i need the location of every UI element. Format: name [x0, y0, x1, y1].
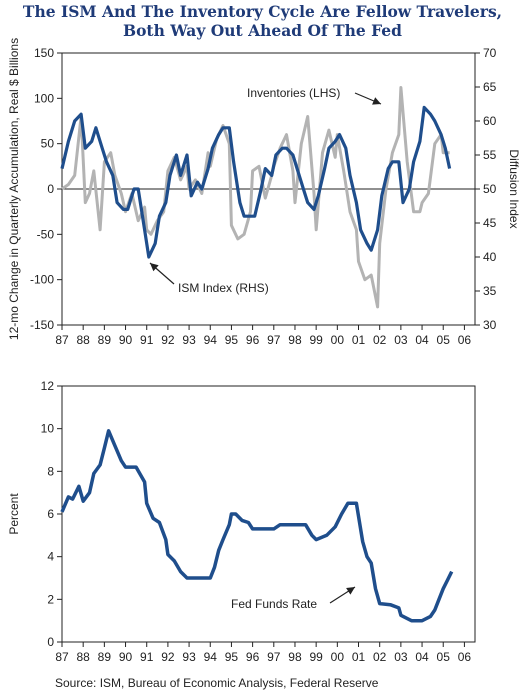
y-left-tick-label: -100 — [30, 273, 54, 287]
inventories-arrow-head — [372, 97, 381, 105]
y-tick-label: 0 — [47, 635, 54, 649]
x-tick-label: 90 — [119, 650, 133, 664]
x-tick-label: 91 — [140, 650, 154, 664]
y-right-tick-label: 40 — [483, 250, 497, 264]
x-tick-label: 96 — [246, 333, 260, 347]
inventories-series-line — [61, 86, 450, 309]
x-tick-label: 02 — [373, 650, 387, 664]
y-tick-label: 4 — [47, 550, 54, 564]
x-tick-label: 99 — [309, 333, 323, 347]
y-right-tick-label: 65 — [483, 80, 497, 94]
y-right-tick-label: 70 — [483, 46, 497, 60]
fed-funds-series-line — [60, 429, 454, 623]
x-tick-label: 99 — [309, 650, 323, 664]
y-tick-label: 12 — [41, 379, 55, 393]
inventories-annotation: Inventories (LHS) — [247, 86, 340, 100]
y-right-tick-label: 50 — [483, 182, 497, 196]
source-note: Source: ISM, Bureau of Economic Analysis… — [55, 676, 379, 690]
x-tick-label: 91 — [140, 333, 154, 347]
x-tick-label: 97 — [267, 650, 281, 664]
x-tick-label: 92 — [161, 333, 175, 347]
x-tick-label: 01 — [352, 333, 366, 347]
x-tick-label: 00 — [331, 333, 345, 347]
x-tick-label: 05 — [437, 650, 451, 664]
y-left-axis-label: 12-mo Change in Quarterly Accumulation, … — [7, 38, 21, 340]
x-tick-label: 06 — [458, 650, 472, 664]
ism-annotation: ISM Index (RHS) — [178, 281, 269, 295]
y-left-tick-label: -150 — [30, 318, 54, 332]
y-right-tick-label: 35 — [483, 284, 497, 298]
x-tick-label: 03 — [394, 333, 408, 347]
x-tick-label: 01 — [352, 650, 366, 664]
x-tick-label: 88 — [76, 650, 90, 664]
x-tick-label: 88 — [76, 333, 90, 347]
y-left-tick-label: -50 — [37, 227, 55, 241]
x-tick-label: 05 — [437, 333, 451, 347]
x-tick-label: 06 — [458, 333, 472, 347]
x-tick-label: 98 — [288, 650, 302, 664]
chart-title-line-2: Both Way Out Ahead Of The Fed — [122, 21, 402, 40]
y-right-axis-label: Diffusion Index — [507, 149, 521, 228]
y-left-tick-label: 50 — [41, 137, 55, 151]
x-tick-label: 95 — [225, 333, 239, 347]
ism-arrow-head — [150, 263, 159, 272]
x-tick-label: 94 — [204, 650, 218, 664]
x-tick-label: 92 — [161, 650, 175, 664]
x-tick-label: 87 — [55, 333, 69, 347]
y-right-tick-label: 60 — [483, 114, 497, 128]
x-tick-label: 87 — [55, 650, 69, 664]
ism-inventory-chart: -150-100-5005010015030354045505560657087… — [7, 38, 521, 347]
y-tick-label: 8 — [47, 464, 54, 478]
fed-funds-arrow-head — [346, 587, 355, 595]
x-tick-label: 93 — [182, 333, 196, 347]
y-tick-label: 10 — [41, 422, 55, 436]
chart-title-line-1: The ISM And The Inventory Cycle Are Fell… — [22, 2, 503, 21]
chart-title: The ISM And The Inventory Cycle Are Fell… — [0, 2, 525, 40]
x-tick-label: 98 — [288, 333, 302, 347]
x-tick-label: 94 — [204, 333, 218, 347]
x-tick-label: 96 — [246, 650, 260, 664]
y-left-tick-label: 150 — [34, 46, 54, 60]
x-tick-label: 97 — [267, 333, 281, 347]
x-tick-label: 93 — [182, 650, 196, 664]
y-right-tick-label: 45 — [483, 216, 497, 230]
y-tick-label: 2 — [47, 592, 54, 606]
y-tick-label: 6 — [47, 507, 54, 521]
y-left-tick-label: 100 — [34, 91, 54, 105]
x-tick-label: 04 — [415, 333, 429, 347]
x-tick-label: 04 — [415, 650, 429, 664]
x-tick-label: 90 — [119, 333, 133, 347]
y-right-tick-label: 30 — [483, 318, 497, 332]
x-tick-label: 02 — [373, 333, 387, 347]
y-left-tick-label: 0 — [47, 182, 54, 196]
y-right-tick-label: 55 — [483, 148, 497, 162]
x-tick-label: 03 — [394, 650, 408, 664]
x-tick-label: 89 — [98, 650, 112, 664]
ism-series-line — [60, 105, 452, 259]
x-tick-label: 95 — [225, 650, 239, 664]
y-axis-label: Percent — [7, 493, 21, 535]
x-tick-label: 89 — [98, 333, 112, 347]
fed-funds-annotation: Fed Funds Rate — [231, 597, 317, 611]
x-tick-label: 00 — [331, 650, 345, 664]
